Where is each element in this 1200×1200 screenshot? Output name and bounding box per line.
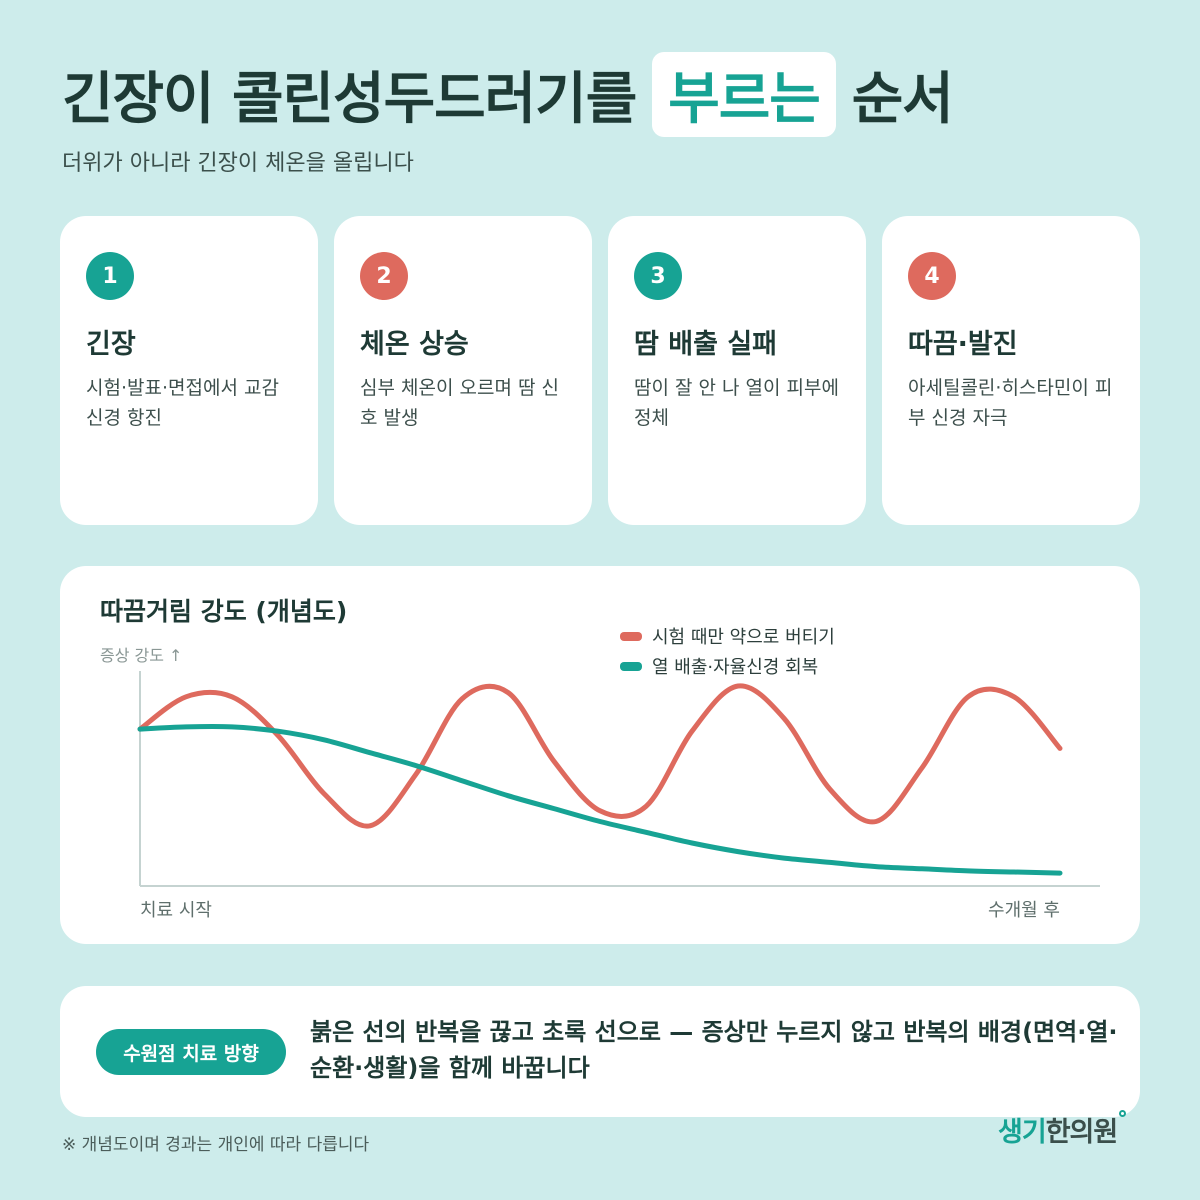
series-line-teal <box>137 723 1063 876</box>
direction-text: 붉은 선의 반복을 끊고 초록 선으로 — 증상만 누르지 않고 반복의 배경(… <box>310 1018 1118 1082</box>
step-number-badge: 2 <box>360 252 408 300</box>
y-axis-label: 증상 강도 ↑ <box>100 646 182 665</box>
direction-label-pill: 수원점 치료 방향 <box>96 1029 286 1075</box>
title-part1: 긴장이 콜린성두드러기를 <box>62 67 637 132</box>
step-card-4: 4 따끔·발진 아세틸콜린·히스타민이 피부 신경 자극 <box>882 216 1140 525</box>
chart-canvas: 증상 강도 ↑ 치료 시작 수개월 후 시험 때만 약으로 버티기 열 배출·자… <box>100 627 1100 921</box>
title-highlight: 부르는 <box>652 52 836 137</box>
footnote: ※ 개념도이며 경과는 개인에 따라 다릅니다 <box>62 1135 370 1155</box>
step-description: 시험·발표·면접에서 교감신경 항진 <box>86 377 279 429</box>
series-line-red <box>137 683 1063 829</box>
step-card-3: 3 땀 배출 실패 땀이 잘 안 나 열이 피부에 정체 <box>608 216 866 525</box>
step-number-badge: 1 <box>86 252 134 300</box>
step-card-1: 1 긴장 시험·발표·면접에서 교감신경 항진 <box>60 216 318 525</box>
chart-title: 따끔거림 강도 (개념도) <box>100 597 348 626</box>
x-end-label: 수개월 후 <box>988 900 1060 921</box>
step-description: 아세틸콜린·히스타민이 피부 신경 자극 <box>908 377 1113 429</box>
step-title: 체온 상승 <box>360 329 469 360</box>
legend-swatch-teal <box>620 662 642 671</box>
step-description: 심부 체온이 오르며 땀 신호 발생 <box>360 377 559 429</box>
page-title: 긴장이 콜린성두드러기를 부르는 순서 <box>62 52 954 137</box>
brand-logo: 생기 한의원 <box>998 1110 1127 1149</box>
logo-dot-icon <box>1119 1110 1127 1117</box>
treatment-direction-panel: 수원점 치료 방향 붉은 선의 반복을 끊고 초록 선으로 — 증상만 누르지 … <box>60 986 1140 1117</box>
chart-panel: 따끔거림 강도 (개념도) 증상 강도 ↑ 치료 시작 수개월 후 시험 때만 … <box>60 566 1140 944</box>
step-number-badge: 4 <box>908 252 956 300</box>
legend-label-red: 시험 때만 약으로 버티기 <box>652 627 835 648</box>
step-title: 따끔·발진 <box>908 329 1018 360</box>
title-part2: 순서 <box>851 67 954 132</box>
step-card-2: 2 체온 상승 심부 체온이 오르며 땀 신호 발생 <box>334 216 592 525</box>
step-cards: 1 긴장 시험·발표·면접에서 교감신경 항진 2 체온 상승 심부 체온이 오… <box>60 216 1140 525</box>
step-number-badge: 3 <box>634 252 682 300</box>
page-subtitle: 더위가 아니라 긴장이 체온을 올립니다 <box>62 151 414 176</box>
logo-part1: 생기 <box>998 1117 1047 1148</box>
x-start-label: 치료 시작 <box>140 900 212 921</box>
step-title: 땀 배출 실패 <box>634 329 777 360</box>
step-description: 땀이 잘 안 나 열이 피부에 정체 <box>634 377 839 429</box>
legend-label-teal: 열 배출·자율신경 회복 <box>652 657 818 678</box>
step-title: 긴장 <box>86 329 136 360</box>
logo-part2: 한의원 <box>1045 1117 1119 1148</box>
legend-swatch-red <box>620 632 642 641</box>
